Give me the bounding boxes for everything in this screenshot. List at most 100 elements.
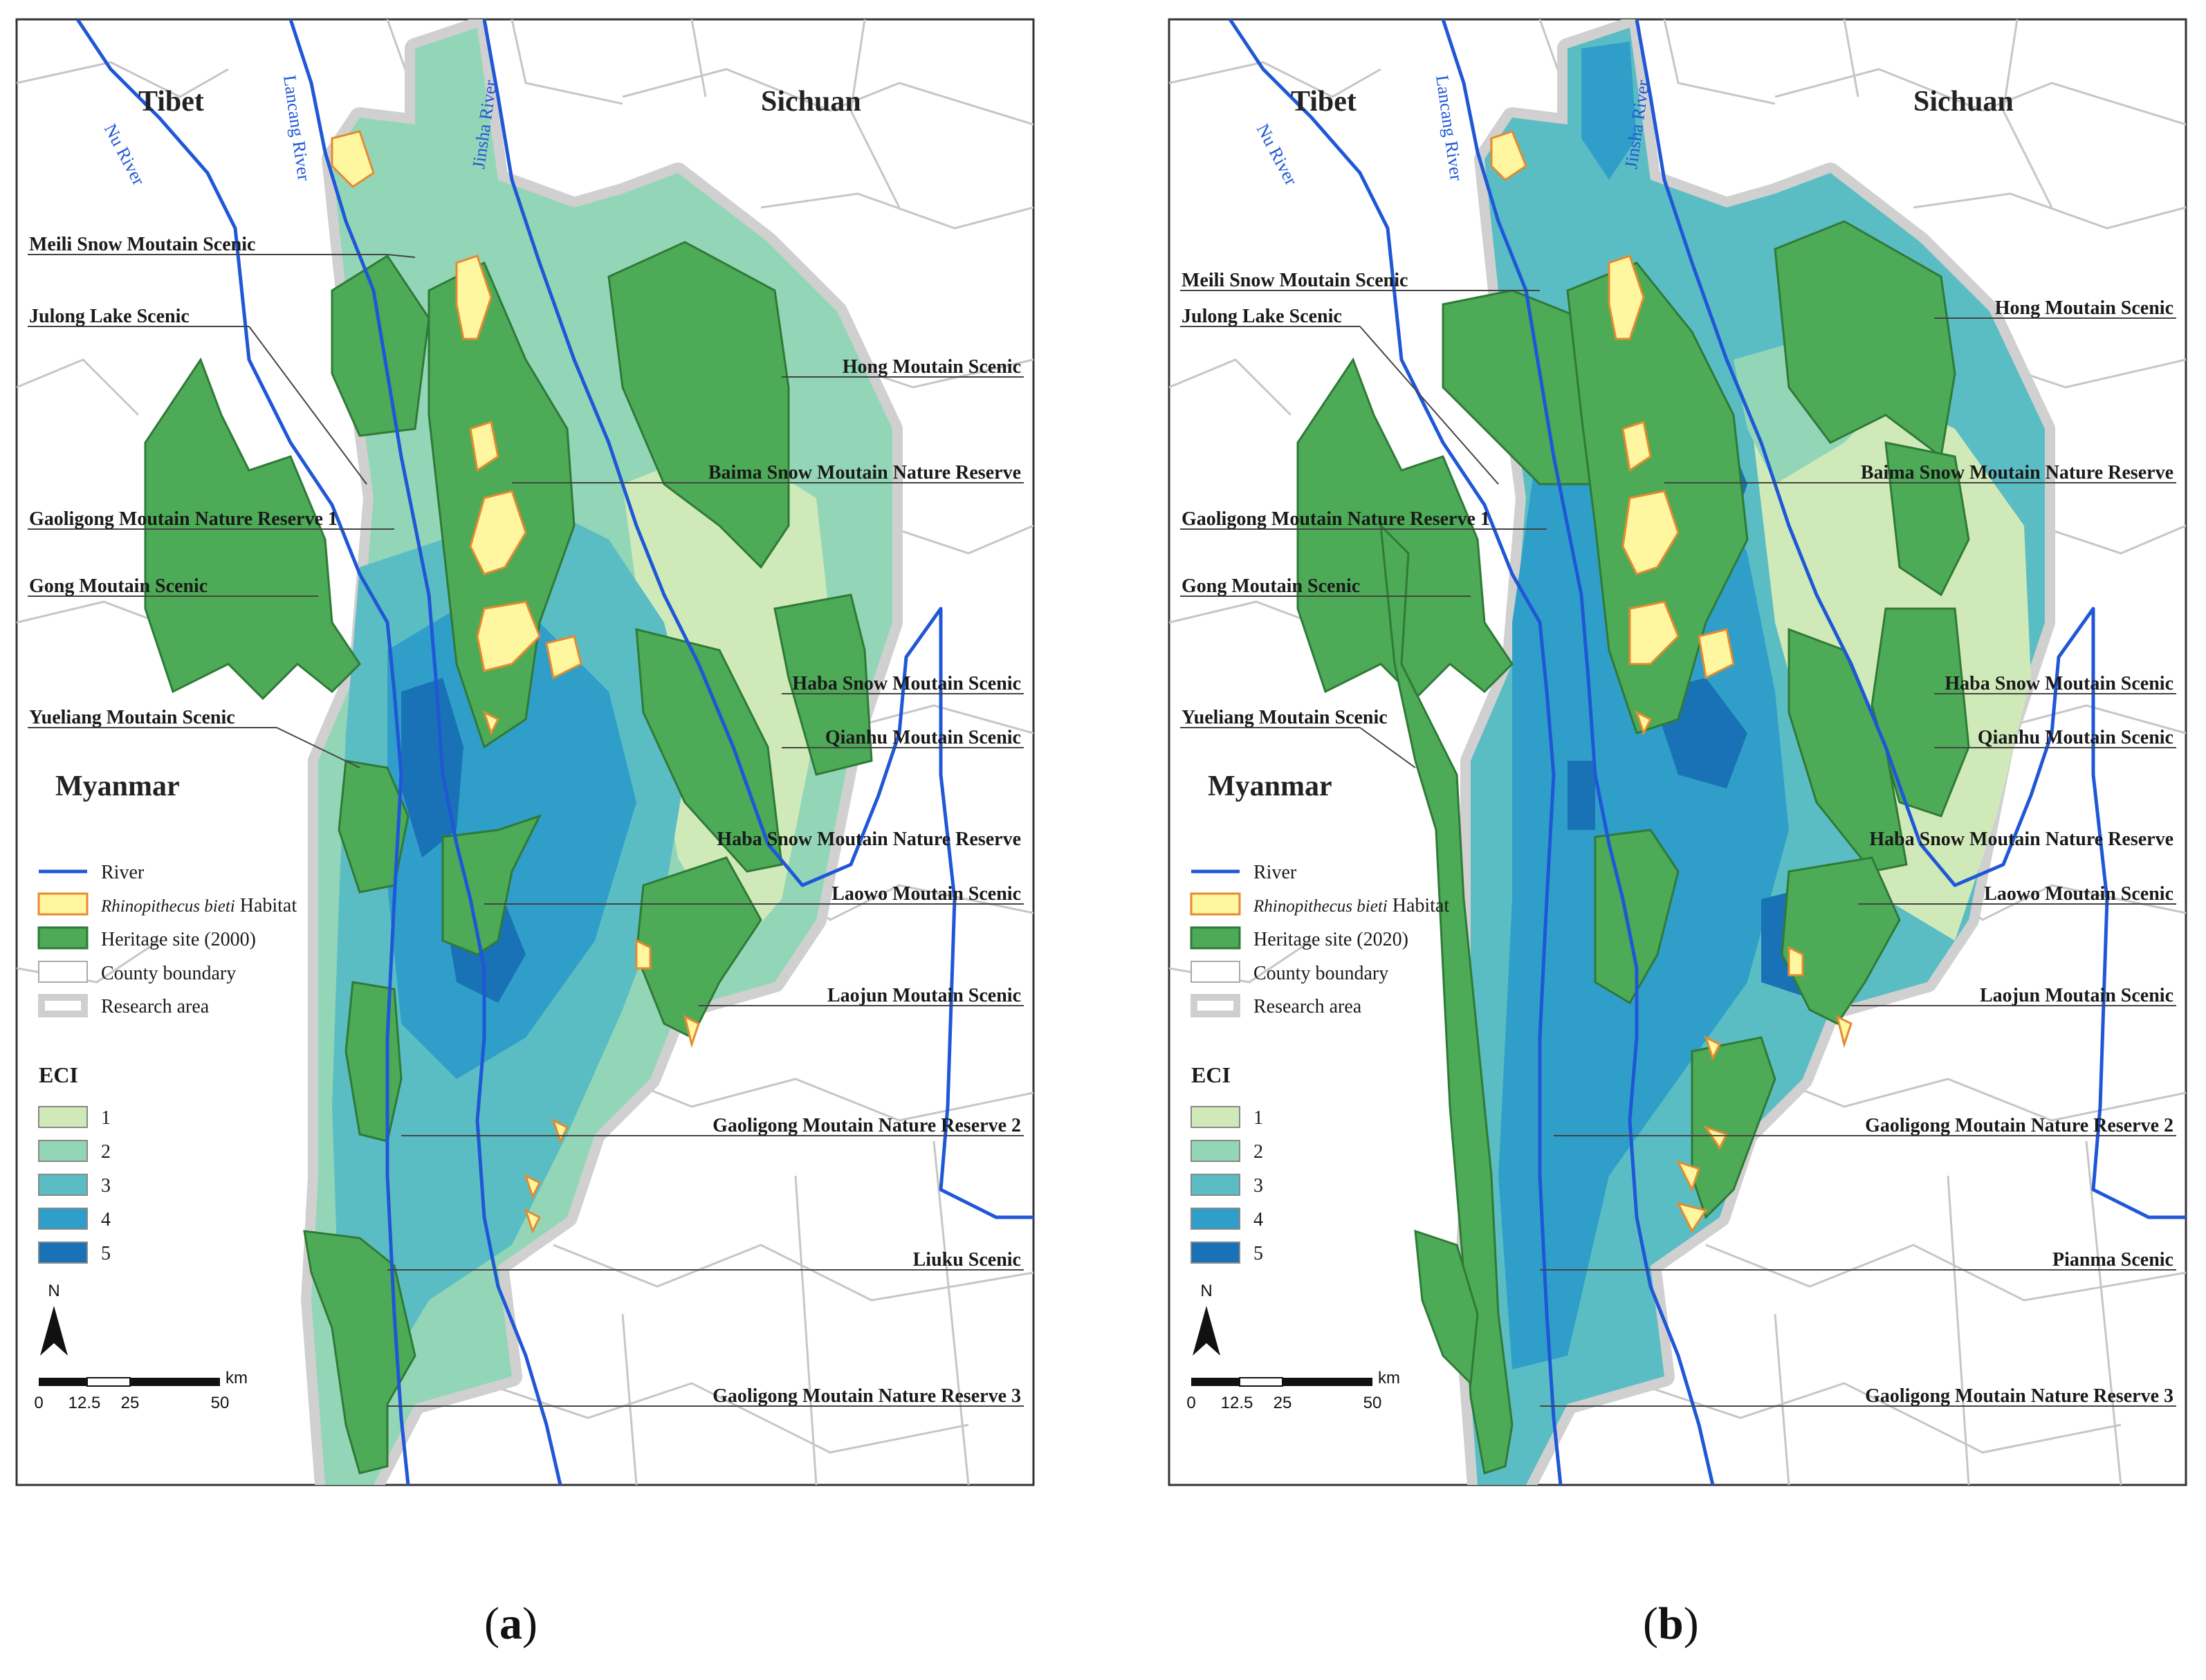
- scale-tick: 0: [34, 1394, 43, 1412]
- eci-swatch-1: [38, 1106, 88, 1128]
- callout-lines: [1180, 290, 2176, 1407]
- legend-heritage: Heritage site (2000): [101, 929, 256, 950]
- eci-title: ECI: [1191, 1062, 1231, 1087]
- legend-county: County boundary: [1253, 963, 1388, 984]
- north-arrow: N: [1193, 1282, 1220, 1356]
- caption-letter: a: [499, 1598, 522, 1649]
- eci-swatch-5: [1191, 1241, 1240, 1264]
- eci-class-label: 2: [101, 1141, 111, 1163]
- jinsha-river: [1635, 19, 2186, 1219]
- scale-tick: 50: [1363, 1394, 1382, 1412]
- region-myanmar: Myanmar: [55, 770, 180, 802]
- eci-class-label: 2: [1253, 1141, 1263, 1163]
- scale-tick: 25: [1274, 1394, 1292, 1412]
- callout-label: Pianma Scenic: [2052, 1249, 2173, 1271]
- callout-label: Qianhu Moutain Scenic: [825, 727, 1021, 748]
- region-myanmar: Myanmar: [1208, 770, 1332, 802]
- region-tibet: Tibet: [1291, 86, 1357, 118]
- legend-river: River: [1253, 862, 1297, 883]
- eci-swatch-3: [38, 1174, 88, 1196]
- nu-river: [1228, 19, 1563, 1485]
- scale-bar: km 0 12.5 25 50: [1186, 1369, 1400, 1412]
- scale-bar: km 0 12.5 25 50: [34, 1369, 248, 1412]
- scale-seg: [130, 1378, 220, 1386]
- left-callouts: Meili Snow Moutain Scenic Julong Lake Sc…: [29, 234, 338, 728]
- habitat-patches: [1490, 130, 1853, 1233]
- legend-habitat: Rhinopithecus bieti Habitat: [100, 895, 297, 916]
- callout-label: Julong Lake Scenic: [1182, 306, 1342, 327]
- callout-label: Gaoligong Moutain Nature Reserve 2: [713, 1115, 1021, 1136]
- eci-class-label: 1: [101, 1107, 111, 1129]
- callout-label: Laowo Moutain Scenic: [831, 883, 1021, 905]
- eci-class-label: 3: [1253, 1175, 1263, 1197]
- lancang-river: [1441, 19, 1715, 1485]
- caption-letter: b: [1657, 1598, 1684, 1649]
- scale-unit: km: [1378, 1369, 1400, 1387]
- north-arrow: N: [40, 1282, 68, 1356]
- callout-label: Haba Snow Moutain Nature Reserve: [717, 829, 1021, 850]
- scale-tick: 50: [211, 1394, 230, 1412]
- legend-habitat-swatch: [1190, 892, 1241, 916]
- legend-river: River: [101, 862, 145, 883]
- callout-label: Hong Moutain Scenic: [1995, 297, 2173, 319]
- legend-heritage-swatch: [1190, 926, 1241, 950]
- caption-a: (a): [484, 1598, 537, 1649]
- eci-class-label: 1: [1253, 1107, 1263, 1129]
- region-tibet: Tibet: [138, 86, 204, 118]
- scale-seg: [1191, 1378, 1240, 1386]
- north-label: N: [48, 1282, 59, 1300]
- eci-swatch-5: [38, 1241, 88, 1264]
- rivers: [75, 19, 1033, 1485]
- callout-label: Qianhu Moutain Scenic: [1978, 727, 2173, 748]
- callout-label: Laowo Moutain Scenic: [1984, 883, 2173, 905]
- lancang-river: [288, 19, 562, 1485]
- legend-research-swatch: [1191, 994, 1240, 1017]
- north-arrow-icon: [40, 1306, 68, 1356]
- callout-label: Gaoligong Moutain Nature Reserve 2: [1865, 1115, 2173, 1136]
- legend-county-swatch: [1191, 961, 1240, 983]
- callout-label: Meili Snow Moutain Scenic: [29, 234, 255, 255]
- scale-unit: km: [226, 1369, 248, 1387]
- eci-legend: 1 2 3 4 5: [1191, 1106, 1263, 1264]
- eci-swatch-4: [1191, 1208, 1240, 1230]
- county-boundaries: [1169, 19, 2186, 1485]
- legend-county: County boundary: [101, 963, 236, 984]
- rivers: [1228, 19, 2186, 1485]
- region-sichuan: Sichuan: [761, 86, 861, 118]
- eci-class-label: 3: [101, 1175, 111, 1197]
- right-callouts: Hong Moutain Scenic Baima Snow Moutain N…: [708, 356, 1021, 1407]
- callout-label: Yueliang Moutain Scenic: [29, 707, 235, 728]
- callout-label: Julong Lake Scenic: [29, 306, 190, 327]
- eci-title: ECI: [39, 1062, 78, 1087]
- scale-tick: 12.5: [68, 1394, 101, 1412]
- legend-research-swatch: [38, 994, 88, 1017]
- eci-class-label: 5: [1253, 1243, 1263, 1264]
- callout-label: Haba Snow Moutain Scenic: [1945, 673, 2173, 694]
- callout-label: Gaoligong Moutain Nature Reserve 1: [1182, 508, 1490, 530]
- north-label: N: [1200, 1282, 1212, 1300]
- callout-label: Gong Moutain Scenic: [1182, 575, 1360, 597]
- left-callouts: Meili Snow Moutain Scenic Julong Lake Sc…: [1182, 270, 1490, 728]
- legend-county-swatch: [38, 961, 88, 983]
- callout-label: Gaoligong Moutain Nature Reserve 3: [713, 1385, 1021, 1407]
- legend-research: Research area: [101, 996, 210, 1017]
- legend-habitat: Rhinopithecus bieti Habitat: [1253, 895, 1449, 916]
- legend-research: Research area: [1253, 996, 1362, 1017]
- callout-label: Laojun Moutain Scenic: [1980, 985, 2173, 1006]
- nu-river: [75, 19, 410, 1485]
- legend-heritage: Heritage site (2020): [1253, 929, 1408, 950]
- scale-seg: [86, 1377, 131, 1387]
- habitat-patches: [331, 130, 700, 1234]
- callout-label: Baima Snow Moutain Nature Reserve: [1861, 462, 2173, 483]
- scale-seg: [39, 1378, 87, 1386]
- callout-label: Gong Moutain Scenic: [29, 575, 208, 597]
- callout-label: Hong Moutain Scenic: [843, 356, 1021, 378]
- legend-habitat-swatch: [37, 892, 89, 916]
- callout-label: Yueliang Moutain Scenic: [1182, 707, 1388, 728]
- legend-heritage-swatch: [37, 926, 89, 950]
- eci-swatch-2: [1191, 1140, 1240, 1162]
- callout-label: Haba Snow Moutain Scenic: [792, 673, 1021, 694]
- eci-legend: 1 2 3 4 5: [38, 1106, 111, 1264]
- caption-b: (b): [1643, 1598, 1699, 1649]
